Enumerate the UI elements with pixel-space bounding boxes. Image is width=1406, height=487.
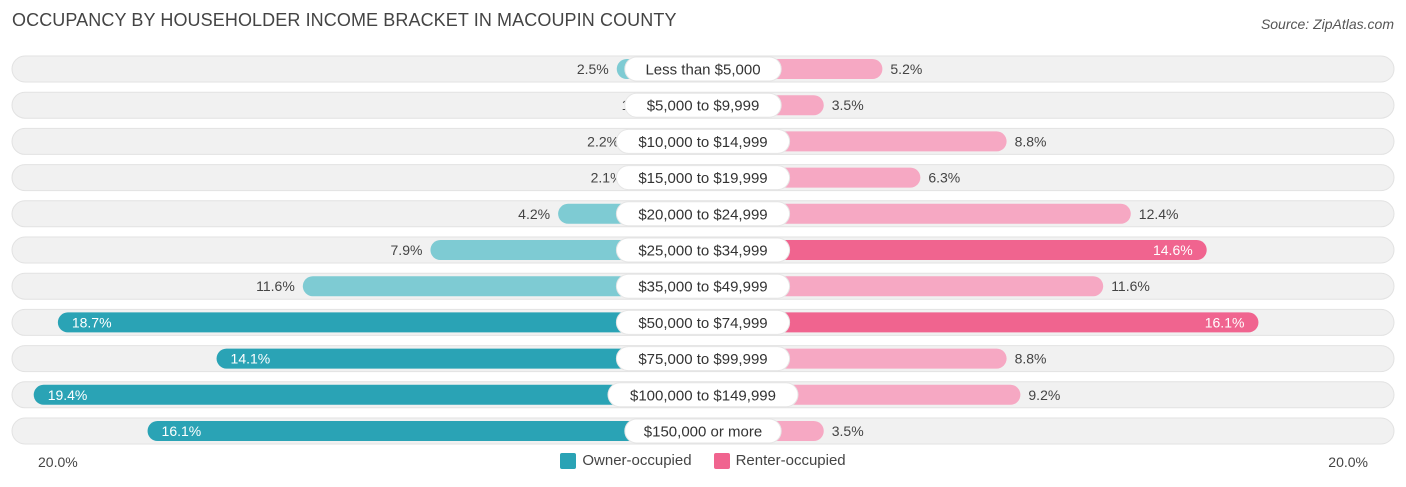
axis-label-left: 20.0%	[38, 454, 78, 470]
category-pill	[624, 418, 782, 444]
value-label-renter: 8.8%	[1015, 133, 1047, 149]
category-label: $75,000 to $99,999	[638, 351, 767, 368]
value-label-owner: 18.7%	[72, 314, 112, 330]
value-label-renter: 12.4%	[1139, 206, 1179, 222]
value-label-owner: 16.1%	[162, 423, 202, 439]
category-pill	[624, 56, 782, 82]
value-label-owner: 2.1%	[591, 170, 623, 186]
category-pill	[607, 382, 799, 408]
chart-row: 19.4% 9.2% $100,000 to $149,999	[11, 381, 1395, 409]
legend-swatch-owner	[560, 452, 577, 469]
bar-owner	[216, 348, 704, 369]
value-label-renter: 5.2%	[890, 61, 922, 77]
axis-label-right: 20.0%	[1328, 454, 1368, 470]
chart-title: OCCUPANCY BY HOUSEHOLDER INCOME BRACKET …	[12, 10, 677, 30]
category-label: $15,000 to $19,999	[638, 170, 767, 187]
value-label-owner: 19.4%	[48, 387, 88, 403]
value-label-renter: 16.1%	[1205, 314, 1245, 330]
category-label: $5,000 to $9,999	[647, 98, 760, 115]
value-label-owner: 2.5%	[577, 61, 609, 77]
value-label-renter: 9.2%	[1028, 387, 1060, 403]
category-pill	[615, 128, 791, 154]
value-label-renter: 14.6%	[1153, 242, 1193, 258]
chart-row: 2.2% 8.8% $10,000 to $14,999	[11, 127, 1395, 155]
bar-renter	[703, 240, 1207, 260]
chart-row: 4.2% 12.4% $20,000 to $24,999	[11, 200, 1395, 228]
category-pill	[615, 201, 791, 227]
legend-label-owner: Owner-occupied	[582, 452, 692, 469]
bar-renter	[703, 312, 1259, 333]
category-label: Less than $5,000	[645, 62, 760, 79]
category-label: $35,000 to $49,999	[638, 279, 767, 296]
bar-renter	[703, 276, 1104, 297]
bar-renter	[703, 203, 1131, 224]
category-label: $10,000 to $14,999	[638, 134, 767, 151]
source-credit: Source: ZipAtlas.com	[1260, 16, 1394, 32]
value-label-renter: 3.5%	[832, 423, 864, 439]
category-label: $100,000 to $149,999	[630, 387, 776, 404]
category-pill	[615, 309, 791, 335]
category-pill	[615, 165, 791, 191]
legend-item-owner: Owner-occupied	[560, 452, 692, 469]
bar-owner	[147, 421, 704, 441]
value-label-owner: 4.2%	[518, 206, 550, 222]
category-pill	[615, 237, 791, 263]
chart-row: 2.5% 5.2% Less than $5,000	[11, 55, 1395, 83]
legend-label-renter: Renter-occupied	[735, 452, 846, 469]
bar-owner	[57, 312, 704, 333]
bar-owner	[33, 384, 703, 405]
category-pill	[615, 273, 791, 299]
bar-owner	[302, 276, 703, 297]
legend-item-renter: Renter-occupied	[713, 452, 846, 469]
value-label-renter: 8.8%	[1015, 351, 1047, 367]
chart-row: 11.6% 11.6% $35,000 to $49,999	[11, 272, 1395, 300]
category-pill	[624, 92, 782, 118]
chart-row: 16.1% 3.5% $150,000 or more	[11, 417, 1395, 445]
value-label-owner: 7.9%	[391, 242, 423, 258]
chart-row: 14.1% 8.8% $75,000 to $99,999	[11, 345, 1395, 373]
value-label-owner: 14.1%	[231, 351, 271, 367]
value-label-renter: 11.6%	[1111, 278, 1150, 294]
legend-swatch-renter	[713, 452, 730, 469]
category-label: $20,000 to $24,999	[638, 206, 767, 223]
value-label-owner: 11.6%	[256, 278, 295, 294]
category-label: $25,000 to $34,999	[638, 243, 767, 260]
chart-row: 1.2%3.5%$5,000 to $9,999	[11, 91, 1395, 119]
category-label: $150,000 or more	[644, 424, 762, 441]
legend: Owner-occupied Renter-occupied	[0, 452, 1406, 469]
chart-row: 2.1% 6.3% $15,000 to $19,999	[11, 164, 1395, 192]
chart-row: 18.7% 16.1% $50,000 to $74,999	[11, 308, 1395, 336]
chart-row: 7.9% 14.6% $25,000 to $34,999	[11, 236, 1395, 264]
category-pill	[615, 346, 791, 372]
category-label: $50,000 to $74,999	[638, 315, 767, 332]
value-label-renter: 3.5%	[832, 97, 864, 113]
value-label-owner: 2.2%	[587, 133, 619, 149]
value-label-renter: 6.3%	[928, 170, 960, 186]
